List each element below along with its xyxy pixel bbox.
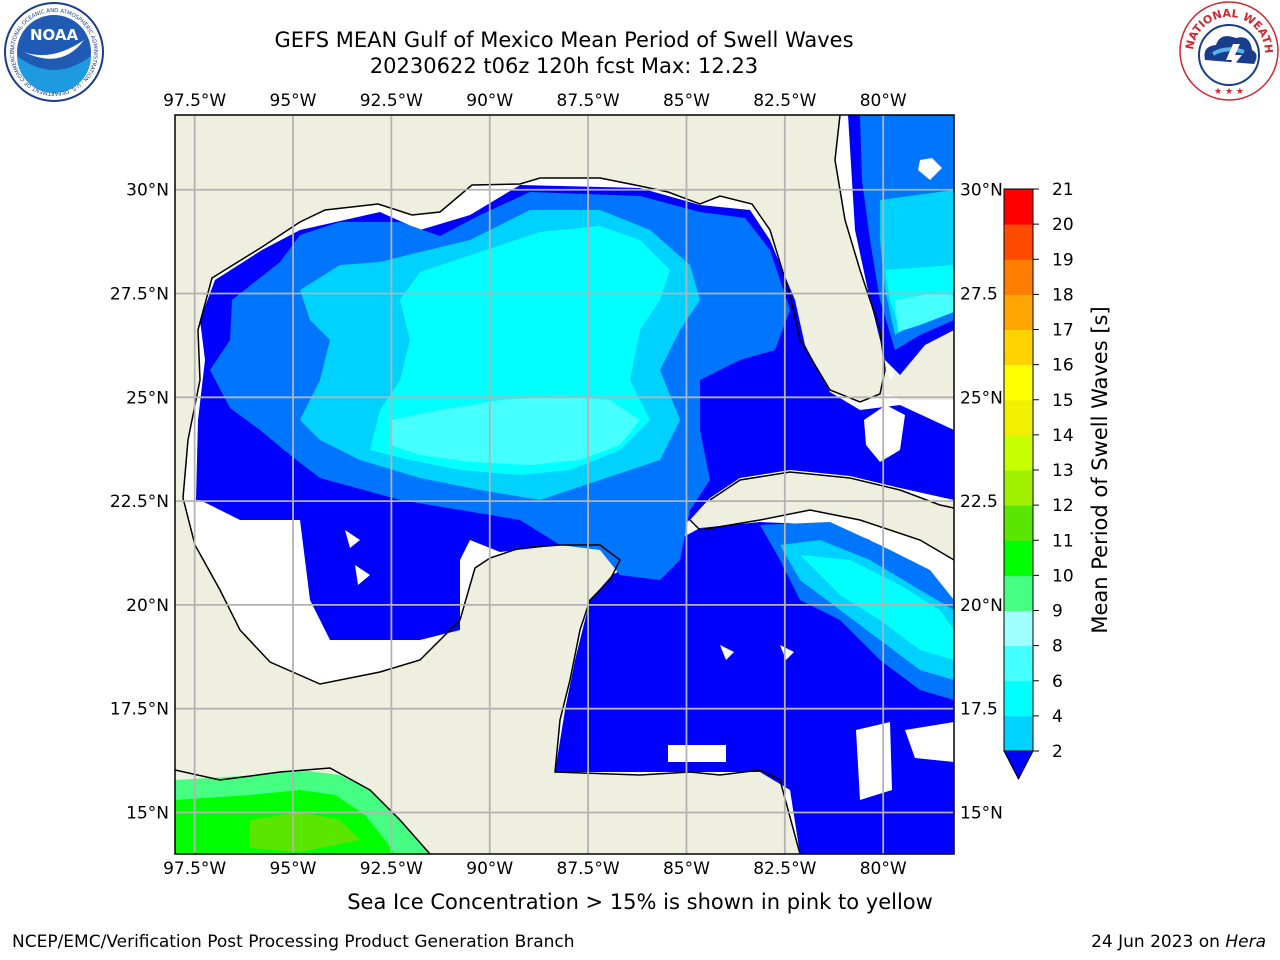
no-data-patch xyxy=(780,645,794,660)
lon-tick-label-bottom: 95°W xyxy=(270,859,317,879)
lat-tick-label-right: 25°N xyxy=(960,388,1003,408)
footer-credit: NCEP/EMC/Verification Post Processing Pr… xyxy=(12,932,575,952)
no-data-patch xyxy=(720,645,734,660)
chart-title: GEFS MEAN Gulf of Mexico Mean Period of … xyxy=(274,28,854,52)
no-data-patch xyxy=(345,530,360,548)
no-data-patch xyxy=(856,722,892,800)
colorbar-tick-label: 11 xyxy=(1052,531,1074,551)
contour-6-8s-caribbean xyxy=(800,555,954,660)
lon-tick-label-bottom: 87.5°W xyxy=(557,859,620,879)
lat-tick-label-right: 17.5 xyxy=(960,700,998,720)
lon-tick-label-bottom: 82.5°W xyxy=(753,859,816,879)
lon-tick-label-bottom: 97.5°W xyxy=(163,859,226,879)
map-gridlines xyxy=(175,115,954,854)
lat-tick-label-left: 27.5°N xyxy=(110,285,169,305)
no-data-patch xyxy=(864,405,905,462)
colorbar-tick-label: 14 xyxy=(1052,426,1074,446)
lat-tick-label-left: 15°N xyxy=(126,803,169,823)
colorbar-segment xyxy=(1004,329,1033,366)
footer-host: Hera xyxy=(1225,932,1266,952)
noaa-logo-text: NOAA xyxy=(30,26,79,44)
lon-tick-label-top: 85°W xyxy=(663,91,710,111)
colorbar-tick-label: 8 xyxy=(1052,637,1063,657)
colorbar-segment xyxy=(1004,224,1033,260)
lon-tick-label-top: 97.5°W xyxy=(163,91,226,111)
colorbar-tick-label: 17 xyxy=(1052,321,1074,341)
colorbar-tick-label: 18 xyxy=(1052,285,1074,305)
lat-tick-label-left: 20°N xyxy=(126,596,169,616)
map-frame xyxy=(174,114,955,855)
colorbar-tick-label: 15 xyxy=(1052,391,1074,411)
colorbar-segment xyxy=(1004,680,1033,717)
colorbar-segment xyxy=(1004,715,1033,752)
contour-8-9s-atlantic xyxy=(895,292,954,332)
colorbar-tick-label: 4 xyxy=(1052,707,1063,727)
colorbar-tick-label: 6 xyxy=(1052,672,1063,692)
lat-tick-label-right: 30°N xyxy=(960,181,1003,201)
colorbar-tick-label: 13 xyxy=(1052,461,1074,481)
lon-tick-label-bottom: 80°W xyxy=(860,859,907,879)
colorbar-segment xyxy=(1004,294,1033,330)
lat-tick-label-right: 27.5 xyxy=(960,285,998,305)
lat-tick-label-right: 22.5 xyxy=(960,492,998,512)
noaa-logo: NOAA NATIONAL OCEANIC AND ATMOSPHERIC AD… xyxy=(2,0,104,102)
no-data-patch xyxy=(668,745,726,762)
lon-tick-label-top: 95°W xyxy=(270,91,317,111)
colorbar-segment xyxy=(1004,470,1033,506)
colorbar-segment xyxy=(1004,189,1033,225)
colorbar-tick-label: 16 xyxy=(1052,356,1074,376)
lon-tick-label-top: 92.5°W xyxy=(360,91,423,111)
colorbar-tick-label: 2 xyxy=(1052,742,1063,762)
colorbar-tick-label: 19 xyxy=(1052,250,1074,270)
swell-period-contours xyxy=(196,115,954,854)
colorbar-tick-label: 21 xyxy=(1052,180,1074,200)
colorbar-segment xyxy=(1004,364,1033,401)
lat-tick-label-right: 20°N xyxy=(960,596,1003,616)
footer-date-text: 24 Jun 2023 on xyxy=(1091,932,1226,952)
colorbar-tick-label: 20 xyxy=(1052,215,1074,235)
footer-date: 24 Jun 2023 on Hera xyxy=(1091,932,1266,952)
lon-tick-label-bottom: 90°W xyxy=(466,859,513,879)
contour-8-9s xyxy=(390,396,640,465)
chart-subtitle: 20230622 t06z 120h fcst Max: 12.23 xyxy=(369,54,759,78)
colorbar-segment xyxy=(1004,399,1033,436)
colorbar-tick-label: 10 xyxy=(1052,566,1074,586)
lon-tick-label-bottom: 85°W xyxy=(663,859,710,879)
colorbar-under-extension xyxy=(1003,750,1034,781)
lat-tick-label-left: 25°N xyxy=(126,388,169,408)
no-data-patch xyxy=(918,158,942,180)
lon-tick-label-top: 90°W xyxy=(466,91,513,111)
colorbar-tick-label: 9 xyxy=(1052,602,1063,622)
colorbar-segment xyxy=(1004,645,1033,682)
pacific-contour-11-12s xyxy=(250,812,360,852)
colorbar-segment xyxy=(1004,540,1033,576)
lat-tick-label-left: 22.5°N xyxy=(110,492,169,512)
colorbar-tick-label: 12 xyxy=(1052,496,1074,516)
colorbar: 2 4 6 8 9 10 11 12 13 14 15 16 17 18 19 20 21 xyxy=(1003,180,1074,781)
colorbar-segment xyxy=(1004,259,1033,295)
no-data-patch xyxy=(355,565,370,585)
lat-tick-label-right: 15°N xyxy=(960,803,1003,823)
colorbar-label: Mean Period of Swell Waves [s] xyxy=(1088,306,1112,633)
lon-tick-label-top: 80°W xyxy=(860,91,907,111)
lat-tick-label-left: 30°N xyxy=(126,181,169,201)
sea-ice-note: Sea Ice Concentration > 15% is shown in … xyxy=(347,890,933,914)
lon-tick-label-bottom: 92.5°W xyxy=(360,859,423,879)
colorbar-segment xyxy=(1004,575,1033,611)
colorbar-segment xyxy=(1004,505,1033,541)
colorbar-segment xyxy=(1004,610,1033,647)
lon-tick-label-top: 82.5°W xyxy=(753,91,816,111)
lat-tick-label-left: 17.5°N xyxy=(110,700,169,720)
no-data-patch xyxy=(905,722,954,762)
svg-text:★ ★ ★: ★ ★ ★ xyxy=(1214,87,1244,97)
nws-logo: NATIONAL WEATHER SERVICE ★ ★ ★ xyxy=(1178,0,1279,101)
colorbar-segment xyxy=(1004,434,1033,471)
lon-tick-label-top: 87.5°W xyxy=(557,91,620,111)
